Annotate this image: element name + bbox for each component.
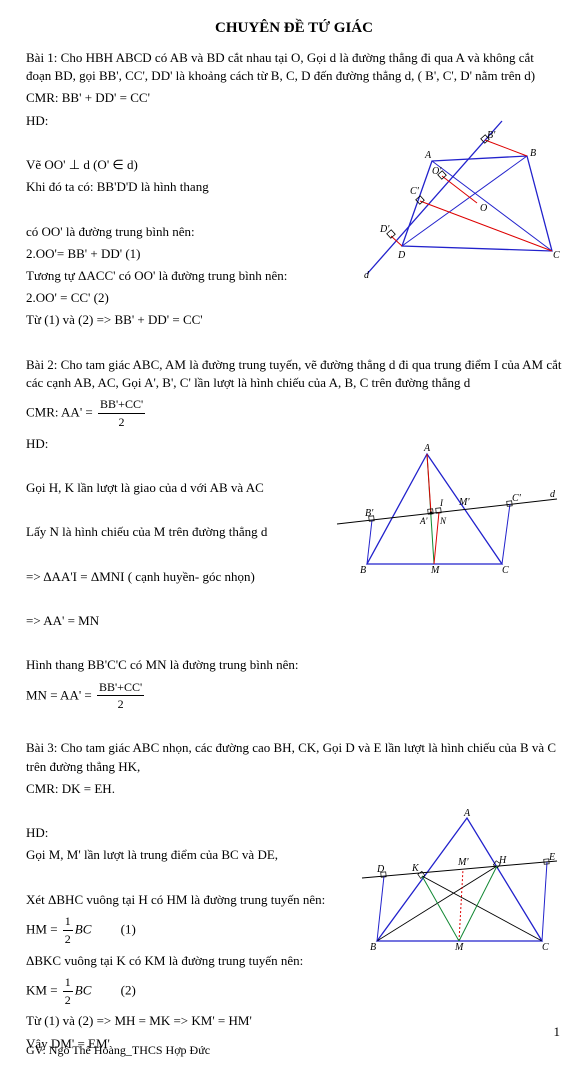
fig2-label-A: A [423, 443, 431, 454]
figure-2: A B C M B' C' A' I M' d N [332, 439, 562, 579]
fig1-svg: A B C D B' C' D' O O' d [362, 116, 562, 281]
fig3-label-A: A [463, 808, 471, 819]
bai1-l5: Từ (1) và (2) => BB' + DD' = CC' [26, 311, 562, 329]
bai3-eq2: KM = 1 2 BC (2) [26, 974, 562, 1009]
frac-num: BB'+CC' [98, 396, 145, 414]
fig1-label-A: A [424, 150, 432, 161]
footer-author: GV: Ngô Thế Hoàng_THCS Hợp Đức [26, 1042, 210, 1059]
fig3-svg: A B C D E H K M M' [352, 806, 562, 956]
bai1-cmr: CMR: BB' + DD' = CC' [26, 89, 562, 107]
bai3-eq2-num: (2) [121, 982, 136, 997]
frac-num: 1 [63, 974, 73, 992]
fig2-label-Bp: B' [365, 508, 374, 519]
fig2-label-M: M [430, 565, 440, 576]
bai2-eq: MN = AA' = BB'+CC' 2 [26, 679, 562, 714]
bai2-cmr: CMR: AA' = BB'+CC' 2 [26, 396, 562, 431]
fig3-label-Mp: M' [457, 857, 469, 868]
figure-3: A B C D E H K M M' [352, 806, 562, 956]
bai3-p2: CMR: DK = EH. [26, 780, 562, 798]
fraction: 1 2 [63, 974, 73, 1009]
fig3-label-E: E [548, 852, 555, 863]
bai1-problem: Bài 1: Cho HBH ABCD có AB và BD cắt nhau… [26, 49, 562, 85]
bai3-eq1-suffix: BC [75, 921, 92, 936]
fig3-label-B: B [370, 942, 376, 953]
fig1-label-Dp: D' [379, 224, 390, 235]
fraction: BB'+CC' 2 [97, 679, 144, 714]
bai1-l4b: 2.OO' = CC' (2) [26, 289, 562, 307]
bai3-eq2-suffix: BC [75, 982, 92, 997]
frac-den: 2 [97, 696, 144, 713]
fig1-label-Cp: C' [410, 186, 420, 197]
fig2-label-Ap: A' [419, 516, 428, 526]
fig2-svg: A B C M B' C' A' I M' d N [332, 439, 562, 579]
frac-den: 2 [98, 414, 145, 431]
fig2-label-N: N [439, 516, 447, 526]
bai3-eq1-num: (1) [121, 921, 136, 936]
fig1-label-Bp: B' [487, 130, 496, 141]
fig3-label-K: K [411, 863, 420, 874]
page: CHUYÊN ĐỀ TỨ GIÁC Bài 1: Cho HBH ABCD có… [0, 0, 588, 1069]
document-title: CHUYÊN ĐỀ TỨ GIÁC [26, 18, 562, 39]
bai2-l4: => AA' = MN [26, 612, 562, 630]
fig3-label-H: H [498, 855, 507, 866]
page-number: 1 [554, 1023, 561, 1041]
frac-den: 2 [63, 931, 73, 948]
bai3-eq2-prefix: KM = [26, 982, 58, 997]
fig2-label-C: C [502, 565, 509, 576]
fig2-label-d: d [550, 489, 556, 500]
fig1-label-D: D [397, 250, 406, 261]
fig3-label-C: C [542, 942, 549, 953]
bai3-p1: Bài 3: Cho tam giác ABC nhọn, các đường … [26, 739, 562, 775]
fig2-label-B: B [360, 565, 366, 576]
bai2-eq-prefix: MN = AA' = [26, 687, 92, 702]
fig1-label-B: B [530, 148, 536, 159]
fig3-label-D: D [376, 864, 385, 875]
bai3-l4: Từ (1) và (2) => MH = MK => KM' = HM' [26, 1012, 562, 1030]
frac-num: 1 [63, 913, 73, 931]
fig2-label-I: I [439, 498, 444, 508]
fig3-label-M: M [454, 942, 464, 953]
bai2-l5: Hình thang BB'C'C có MN là đường trung b… [26, 656, 562, 674]
fraction: 1 2 [63, 913, 73, 948]
fraction: BB'+CC' 2 [98, 396, 145, 431]
fig1-label-O: O [480, 203, 487, 214]
frac-num: BB'+CC' [97, 679, 144, 697]
bai3-eq1-prefix: HM = [26, 921, 58, 936]
bai2-problem: Bài 2: Cho tam giác ABC, AM là đường tru… [26, 356, 562, 392]
fig1-label-C: C [553, 250, 560, 261]
fig2-label-Cp: C' [512, 493, 522, 504]
frac-den: 2 [63, 992, 73, 1009]
fig2-label-Mp: M' [458, 497, 470, 508]
bai2-cmr-prefix: CMR: AA' = [26, 404, 93, 419]
fig1-label-Op: O' [432, 166, 442, 177]
figure-1: A B C D B' C' D' O O' d [362, 116, 562, 281]
